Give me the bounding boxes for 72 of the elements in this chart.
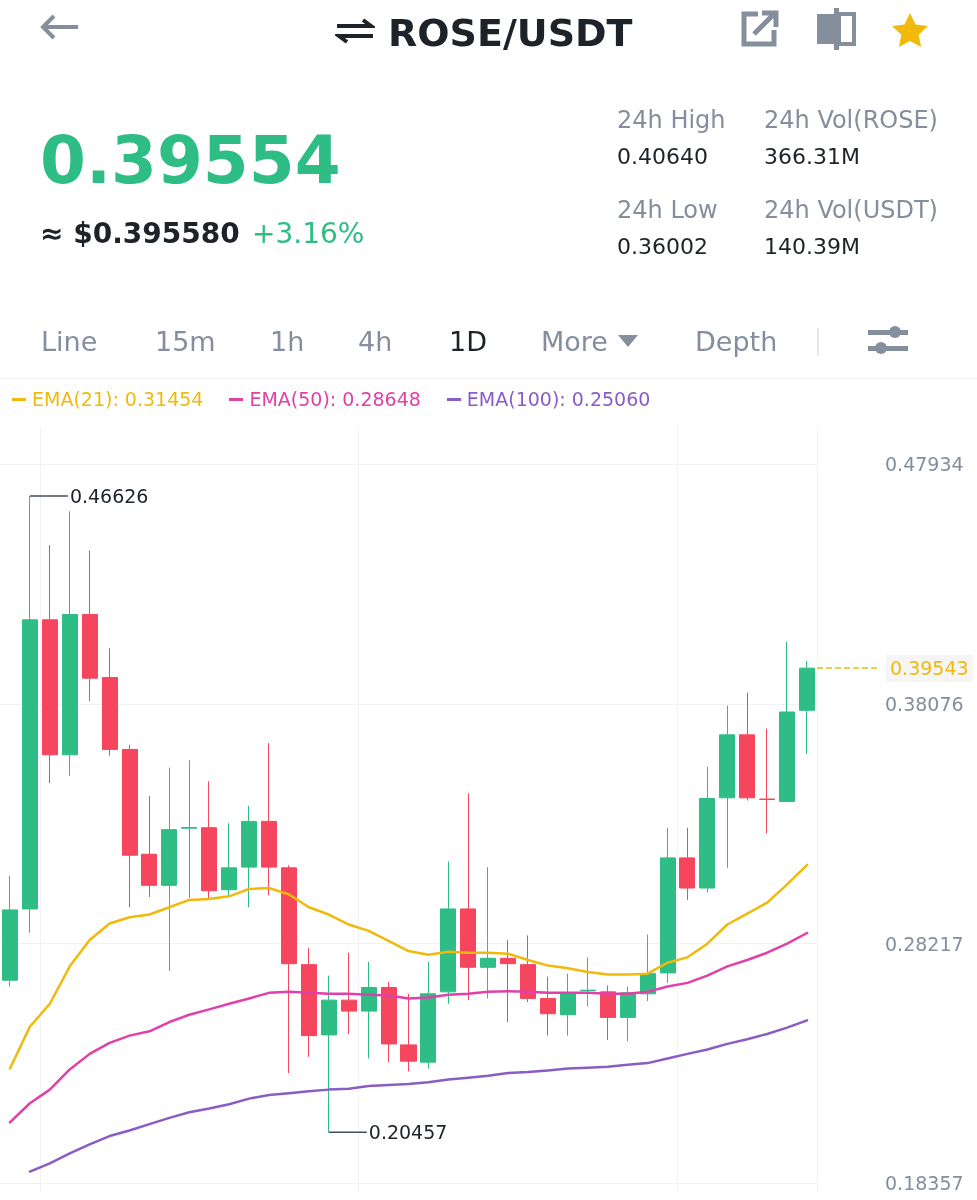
candlestick: [22, 495, 38, 934]
candlestick: [660, 827, 676, 984]
candlestick: [341, 952, 357, 1035]
y-tick-label: 0.38076: [885, 692, 964, 715]
line-series: [8, 863, 809, 1070]
text: 140.39M: [764, 234, 860, 259]
candlestick: [500, 939, 516, 1023]
candlestick: [719, 705, 735, 869]
candlestick: [42, 544, 58, 784]
text: Line: [41, 326, 98, 357]
text: 24h High: [617, 106, 726, 134]
candlestick: [361, 961, 377, 1059]
candlestick: [221, 822, 237, 896]
candlestick: [520, 934, 536, 1003]
text: 1D: [449, 326, 487, 357]
line-series: [28, 1019, 809, 1173]
y-tick-label: 0.28217: [885, 932, 964, 955]
text: 15m: [155, 326, 216, 357]
text: 0.39554: [40, 122, 341, 199]
candlestick: [321, 975, 337, 1133]
candlestick: [281, 864, 297, 1074]
candlestick: [241, 805, 257, 908]
candlestick: [181, 759, 197, 899]
text: Depth: [695, 326, 778, 357]
text: 4h: [358, 326, 393, 357]
candlestick: [620, 986, 636, 1042]
ref-line-label: 0.39543: [890, 657, 969, 680]
text: 0.36002: [617, 234, 708, 259]
candlestick: [480, 866, 496, 999]
candlestick: [400, 993, 417, 1072]
legend-label: EMA(21): 0.31454: [32, 388, 204, 410]
text: ≈ $0.395580: [40, 217, 240, 250]
candlestick: [62, 510, 78, 777]
annotation: 0.46626: [69, 484, 149, 507]
text: 24h Vol(ROSE): [764, 106, 938, 134]
text: 24h Low: [617, 196, 718, 224]
candlestick: [560, 973, 576, 1037]
candlestick: [122, 744, 138, 908]
legend-label: EMA(50): 0.28648: [249, 388, 421, 410]
candlestick: [739, 692, 755, 801]
candlestick: [161, 767, 177, 972]
candlestick: [201, 780, 217, 901]
y-tick-label: 0.47934: [885, 453, 964, 476]
candlestick: [799, 660, 815, 755]
text: 366.31M: [764, 144, 860, 169]
candlestick: [440, 861, 456, 1005]
candlestick: [261, 742, 277, 896]
text: 24h Vol(USDT): [764, 196, 938, 224]
candlestick: [141, 795, 157, 898]
candlestick: [779, 641, 795, 802]
candlestick: [420, 961, 436, 1069]
candlestick: [580, 956, 596, 1007]
candlestick: [540, 976, 556, 1037]
chart-title: ROSE/USDT: [388, 11, 633, 55]
text: 1h: [270, 326, 305, 357]
candlestick: [381, 981, 397, 1063]
candlestick: [82, 550, 98, 702]
text: More: [541, 326, 608, 357]
candlestick: [679, 827, 695, 901]
text: +3.16%: [252, 217, 365, 250]
candlestick: [460, 792, 476, 1001]
candlestick: [102, 647, 118, 757]
line-series: [8, 931, 809, 1124]
legend-label: EMA(100): 0.25060: [466, 388, 651, 410]
candlestick: [2, 875, 18, 988]
y-tick-label: 0.18357: [885, 1172, 964, 1195]
candlestick: [699, 766, 715, 894]
candlestick: [600, 985, 616, 1041]
candlestick: [759, 728, 775, 834]
annotation: 0.20457: [368, 1121, 448, 1144]
text: 0.40640: [617, 144, 708, 169]
candlestick: [301, 947, 317, 1058]
